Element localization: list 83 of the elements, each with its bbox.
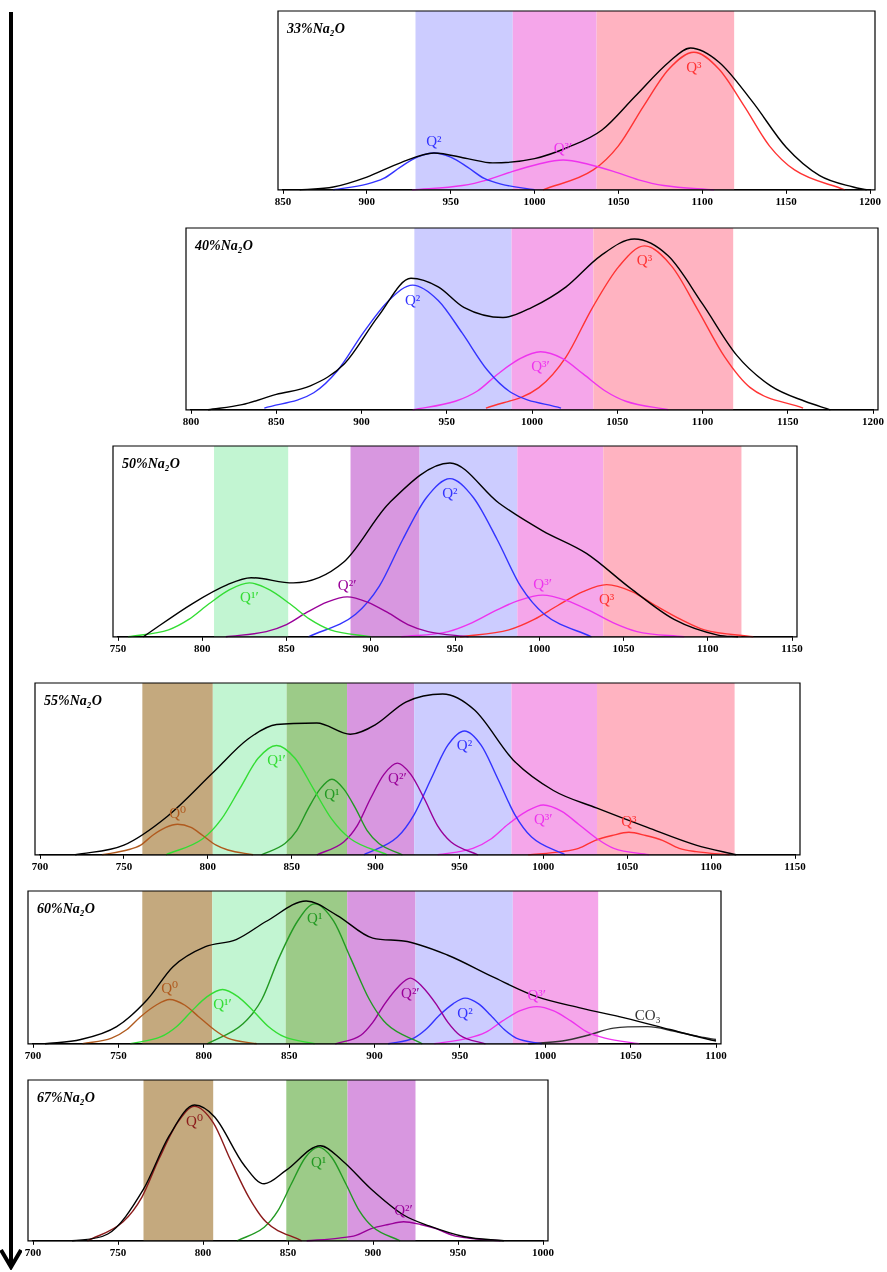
series-label: Q¹ <box>310 1153 327 1170</box>
series-label: Q¹′ <box>213 995 232 1012</box>
x-tick-label: 1050 <box>619 1049 643 1062</box>
series-label: Q² <box>457 1004 474 1021</box>
series-label: Q⁰ <box>161 979 179 996</box>
series-label: CO₃ <box>634 1007 661 1024</box>
x-tick-label: 850 <box>278 642 296 655</box>
x-tick-label: 1150 <box>777 415 799 428</box>
x-tick-label: 1050 <box>607 195 630 208</box>
x-tick-label: 900 <box>362 642 380 655</box>
x-tick-label: 900 <box>358 195 376 208</box>
series-label: Q¹ <box>307 910 323 927</box>
series-label: Q¹ <box>324 785 340 802</box>
x-tick-label: 800 <box>182 415 200 428</box>
series-label: Q² <box>456 737 473 754</box>
x-tick-label: 950 <box>451 860 469 873</box>
x-tick-label: 850 <box>268 415 285 428</box>
series-label: Q³′ <box>531 358 550 375</box>
x-tick-label: 900 <box>366 1049 384 1062</box>
series-label: Q²′ <box>394 1202 413 1219</box>
x-tick-label: 950 <box>438 415 456 428</box>
x-tick-label: 950 <box>451 1049 469 1062</box>
x-tick-label: 1200 <box>862 415 885 428</box>
x-tick-label: 1050 <box>616 860 639 873</box>
chart-title: 67%Na₂O <box>37 1090 95 1105</box>
x-tick-label: 850 <box>279 1246 297 1259</box>
x-tick-label: 750 <box>115 860 133 873</box>
chart-title: 50%Na₂O <box>122 456 180 471</box>
x-tick-label: 1150 <box>775 195 798 208</box>
x-tick-label: 900 <box>353 415 371 428</box>
x-tick-label: 850 <box>274 195 292 208</box>
x-tick-label: 1100 <box>697 642 719 655</box>
series-label: Q³′ <box>533 575 552 592</box>
series-label: Q² <box>442 485 459 502</box>
series-label: Q² <box>404 291 421 308</box>
x-tick-label: 900 <box>367 860 385 873</box>
x-tick-label: 1100 <box>705 1049 728 1062</box>
x-tick-label: 700 <box>31 860 49 873</box>
x-tick-label: 1100 <box>691 195 714 208</box>
x-tick-label: 1000 <box>532 1246 555 1259</box>
x-tick-label: 1150 <box>784 860 807 873</box>
x-tick-label: 900 <box>364 1246 382 1259</box>
x-tick-label: 800 <box>194 1246 212 1259</box>
series-label: Q² <box>426 133 443 150</box>
x-tick-label: 950 <box>442 195 460 208</box>
series-label: Q³ <box>598 591 615 608</box>
x-tick-label: 1000 <box>532 860 555 873</box>
x-tick-label: 700 <box>24 1246 42 1259</box>
x-tick-label: 1000 <box>534 1049 557 1062</box>
series-label: Q¹′ <box>267 751 286 768</box>
series-label: Q³′ <box>534 811 553 828</box>
x-tick-label: 750 <box>110 1049 128 1062</box>
x-tick-label: 850 <box>280 1049 298 1062</box>
x-tick-label: 1200 <box>859 195 882 208</box>
chart-title: 33%Na₂O <box>286 21 345 36</box>
x-tick-label: 700 <box>24 1049 42 1062</box>
x-tick-label: 1100 <box>700 860 723 873</box>
x-tick-label: 750 <box>109 642 127 655</box>
x-tick-label: 950 <box>449 1246 467 1259</box>
x-tick-label: 1100 <box>691 415 714 428</box>
x-tick-label: 1000 <box>523 195 547 208</box>
x-tick-label: 1000 <box>528 642 551 655</box>
chart-title: 55%Na₂O <box>44 693 102 708</box>
series-label: Q²′ <box>401 984 420 1001</box>
x-tick-label: 800 <box>199 860 217 873</box>
x-tick-label: 950 <box>446 642 464 655</box>
chart-title: 40%Na₂O <box>194 238 253 253</box>
x-tick-label: 1000 <box>521 415 544 428</box>
series-label: Q⁰ <box>169 804 187 821</box>
x-tick-label: 750 <box>109 1246 127 1259</box>
x-tick-label: 1050 <box>612 642 635 655</box>
series-label: Q¹′ <box>240 589 259 606</box>
series-label: Q⁰ <box>186 1112 203 1129</box>
x-tick-label: 800 <box>194 642 211 655</box>
x-tick-label: 1150 <box>781 642 804 655</box>
series-label: Q²′ <box>388 769 407 786</box>
series-label: Q³ <box>686 58 703 75</box>
x-tick-label: 1050 <box>606 415 629 428</box>
x-tick-label: 850 <box>283 860 301 873</box>
series-label: Q²′ <box>337 577 357 594</box>
x-tick-label: 800 <box>195 1049 213 1062</box>
series-label: Q³ <box>636 252 653 269</box>
chart-title: 60%Na₂O <box>37 901 95 916</box>
